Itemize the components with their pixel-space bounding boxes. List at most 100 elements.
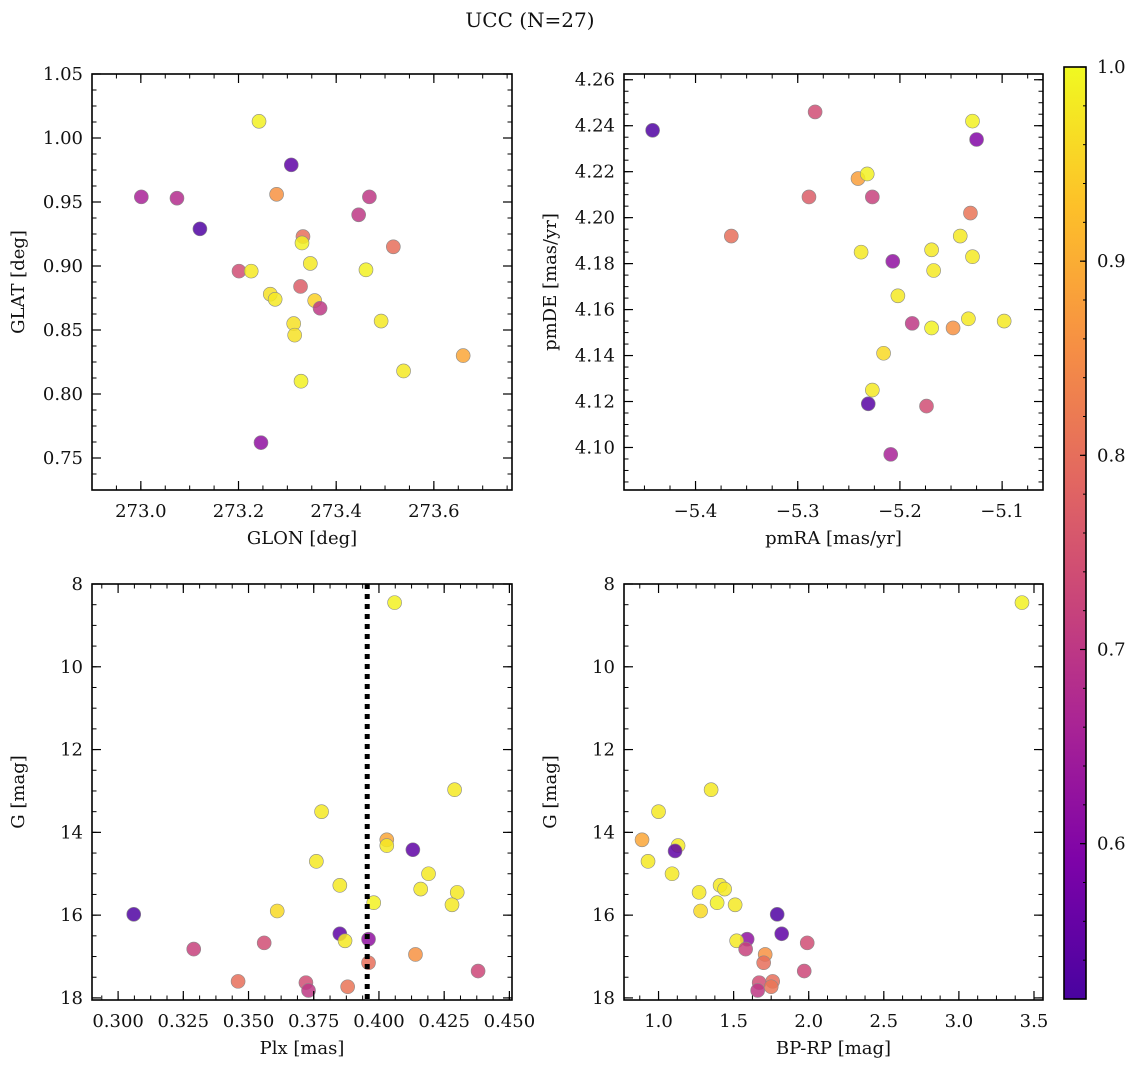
data-point [885,254,901,269]
data-point [763,979,779,995]
data-point [969,132,984,147]
data-point [756,955,771,971]
data-point [169,190,185,206]
x-tick-label: 0.325 [158,1011,210,1032]
x-tick-label: 0.425 [418,1011,470,1032]
colorbar-tick-label: 0.8 [1097,445,1126,466]
data-point [256,935,272,951]
x-tick-label: 1.5 [719,1011,748,1032]
data-point [287,327,302,343]
data-point [640,854,656,869]
y-tick-label: 16 [60,905,83,926]
data-point [253,435,269,450]
data-point [444,897,460,913]
data-point [301,983,316,998]
data-point [267,291,283,307]
x-tick-label: 273.2 [213,501,265,522]
data-point [796,963,812,979]
data-point [961,311,976,327]
x-tick-label: 2.5 [869,1011,898,1032]
data-point [890,288,906,304]
y-axis-label: pmDE [mas/yr] [540,213,561,351]
y-tick-label: 18 [592,988,615,1009]
data-point [769,907,785,922]
data-point [337,933,353,949]
data-point [470,963,486,979]
data-point [340,979,355,995]
data-point [963,205,978,221]
points [634,595,1030,998]
data-point [312,300,328,316]
y-axis-label: G [mag] [8,755,29,828]
data-point [919,398,934,414]
data-point [738,941,753,957]
y-tick-label: 4.26 [575,70,615,91]
y-tick-label: 12 [60,740,83,761]
data-point [667,843,683,859]
data-point [366,895,382,911]
data-point [799,935,815,951]
data-point [230,974,246,989]
data-point [965,113,980,129]
colorbar-tick-label: 0.7 [1097,640,1126,661]
data-point [293,373,309,389]
data-point [192,221,208,237]
data-point [396,363,411,379]
data-point [717,881,732,897]
x-tick-label: 273.4 [310,501,362,522]
data-point [351,207,366,223]
data-point [293,279,308,294]
y-tick-label: 8 [604,574,615,595]
x-axis-label: BP-RP [mag] [776,1038,891,1059]
y-tick-label: 0.75 [43,448,83,469]
data-point [807,104,823,120]
data-point [876,345,891,361]
data-point [405,842,421,858]
data-point [691,885,707,900]
y-tick-label: 1.00 [43,128,83,149]
x-tick-label: −5.4 [674,501,718,522]
y-tick-label: 0.90 [43,256,83,277]
panel-2: −5.4 −5.3 −5.2 −5.1 4.10 4.12 4.14 4.16 4.18 4.20… [540,70,1044,549]
colorbar-tick-label: 0.6 [1097,834,1126,855]
data-point [860,396,876,412]
data-point [303,256,318,271]
panel-4: 1.0 1.5 2.0 2.5 3.0 3.5 8 10 12 14 16 18 BP-RP [mag]… [540,574,1048,1059]
data-point [651,804,666,819]
x-axis-label: pmRA [mas/yr] [765,528,902,549]
y-tick-label: 4.12 [575,392,615,413]
x-tick-label: −5.3 [776,501,820,522]
data-point [904,316,920,331]
points [645,104,1012,462]
y-tick-label: 4.20 [575,208,615,229]
data-point [134,189,149,205]
data-point [455,348,471,363]
data-point [387,595,402,610]
data-point [750,983,765,998]
x-tick-label: 3.5 [1020,1011,1049,1032]
data-point [231,263,247,279]
y-axis-label: GLAT [deg] [8,230,29,334]
data-point [774,926,789,942]
y-tick-label: 4.10 [575,437,615,458]
data-point [358,262,374,278]
y-tick-label: 0.85 [43,320,83,341]
colorbar: 0.6 0.7 0.8 0.9 1.0 [1063,57,1126,1000]
data-point [408,947,423,962]
x-tick-label: 273.0 [115,501,167,522]
y-tick-label: 14 [592,822,615,843]
data-point [243,263,259,279]
data-point [269,903,285,919]
data-point [314,804,329,819]
y-tick-label: 4.18 [575,254,615,275]
data-point [965,249,980,265]
y-tick-label: 12 [592,740,615,761]
x-tick-label: 3.0 [945,1011,974,1032]
data-point [309,854,324,869]
x-tick-label: 0.350 [223,1011,275,1032]
data-point [952,228,968,244]
panel-3: 0.300 0.325 0.350 0.375 0.400 0.425 0.450 8 10 12… [8,574,535,1059]
data-point [693,903,708,919]
data-point [634,832,650,848]
y-tick-label: 0.80 [43,384,83,405]
